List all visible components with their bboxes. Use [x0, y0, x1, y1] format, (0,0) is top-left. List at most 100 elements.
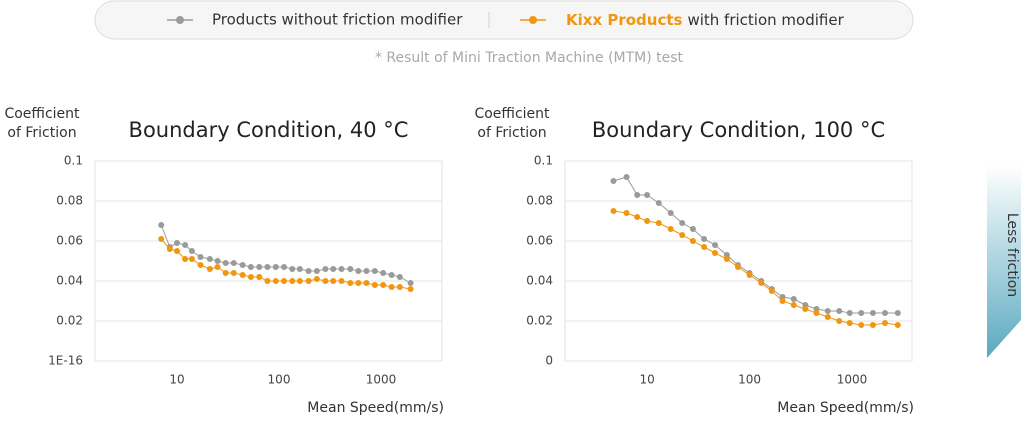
y-tick-label: 0.06: [526, 234, 553, 248]
y-tick-label: 0.02: [56, 314, 83, 328]
x-axis-label: Mean Speed(mm/s): [307, 400, 444, 416]
data-point: [396, 274, 403, 280]
data-point: [836, 318, 843, 324]
data-point: [247, 274, 254, 280]
data-point: [281, 264, 288, 270]
data-point: [158, 222, 165, 228]
data-point: [634, 214, 641, 220]
y-tick-label: 0: [545, 354, 553, 368]
data-point: [355, 280, 362, 286]
data-point: [197, 254, 204, 260]
data-point: [206, 266, 213, 272]
x-tick-label: 10: [639, 373, 654, 387]
data-point: [247, 264, 254, 270]
data-point: [322, 278, 329, 284]
data-point: [239, 272, 246, 278]
x-tick-label: 10: [169, 373, 184, 387]
data-point: [610, 178, 617, 184]
data-point: [256, 264, 263, 270]
data-point: [746, 272, 753, 278]
data-point: [330, 266, 337, 272]
x-tick-label: 1000: [366, 373, 397, 387]
data-point: [623, 174, 630, 180]
legend-label: Products without friction modifier: [212, 11, 463, 29]
data-point: [355, 268, 362, 274]
data-point: [264, 264, 271, 270]
y-tick-label: 0.02: [526, 314, 553, 328]
y-tick-label: 0.04: [526, 274, 553, 288]
data-point: [188, 248, 195, 254]
legend: Products without friction modifier Kixx P…: [167, 11, 845, 29]
data-point: [882, 310, 889, 316]
data-point: [166, 246, 173, 252]
data-point: [281, 278, 288, 284]
x-tick-label: 100: [268, 373, 291, 387]
data-point: [313, 276, 320, 282]
y-axis-label: Coefficient: [474, 106, 550, 122]
y-tick-label: 0.06: [56, 234, 83, 248]
data-point: [322, 266, 329, 272]
data-point: [256, 274, 263, 280]
data-point: [894, 322, 901, 328]
data-point: [869, 310, 876, 316]
data-point: [623, 210, 630, 216]
data-point: [655, 220, 662, 226]
x-tick-label: 100: [738, 373, 761, 387]
data-point: [813, 310, 820, 316]
legend-text: with friction modifier: [687, 11, 844, 29]
data-point: [712, 250, 719, 256]
data-point: [634, 192, 641, 198]
data-point: [723, 256, 730, 262]
data-point: [758, 280, 765, 286]
data-point: [239, 262, 246, 268]
data-point: [388, 272, 395, 278]
data-point: [655, 200, 662, 206]
chart-title: Boundary Condition, 40 °C: [129, 118, 409, 142]
data-point: [264, 278, 271, 284]
data-point: [790, 302, 797, 308]
data-point: [667, 210, 674, 216]
data-point: [182, 256, 189, 262]
data-point: [644, 218, 651, 224]
data-point: [363, 280, 370, 286]
data-point: [206, 256, 213, 262]
data-point: [701, 244, 708, 250]
legend-marker: [529, 16, 537, 24]
data-point: [174, 248, 181, 254]
plot-area: [564, 160, 913, 362]
data-point: [371, 268, 378, 274]
data-point: [882, 320, 889, 326]
plot-area: [94, 160, 443, 362]
annotation: Less friction: [1004, 213, 1020, 297]
data-point: [347, 280, 354, 286]
data-point: [230, 260, 237, 266]
data-point: [272, 264, 279, 270]
data-point: [222, 260, 229, 266]
data-point: [701, 236, 708, 242]
data-point: [330, 278, 337, 284]
data-point: [272, 278, 279, 284]
chart-title: Boundary Condition, 100 °C: [592, 118, 885, 142]
data-point: [836, 308, 843, 314]
data-point: [610, 208, 617, 214]
data-point: [380, 282, 387, 288]
legend-label: Kixx Products with friction modifier: [566, 11, 845, 29]
data-point: [407, 280, 414, 286]
legend-brand: Kixx Products: [566, 11, 683, 29]
x-tick-label: 1000: [837, 373, 868, 387]
legend-box: [94, 0, 914, 40]
data-point: [305, 278, 312, 284]
data-point: [174, 240, 181, 246]
data-point: [347, 266, 354, 272]
data-point: [790, 296, 797, 302]
y-axis-label: of Friction: [477, 125, 546, 141]
data-point: [846, 310, 853, 316]
data-point: [197, 262, 204, 268]
data-point: [869, 322, 876, 328]
y-tick-label: 0.08: [526, 194, 553, 208]
data-point: [296, 266, 303, 272]
data-point: [289, 278, 296, 284]
less-friction-arrow: [987, 165, 1021, 358]
data-point: [230, 270, 237, 276]
